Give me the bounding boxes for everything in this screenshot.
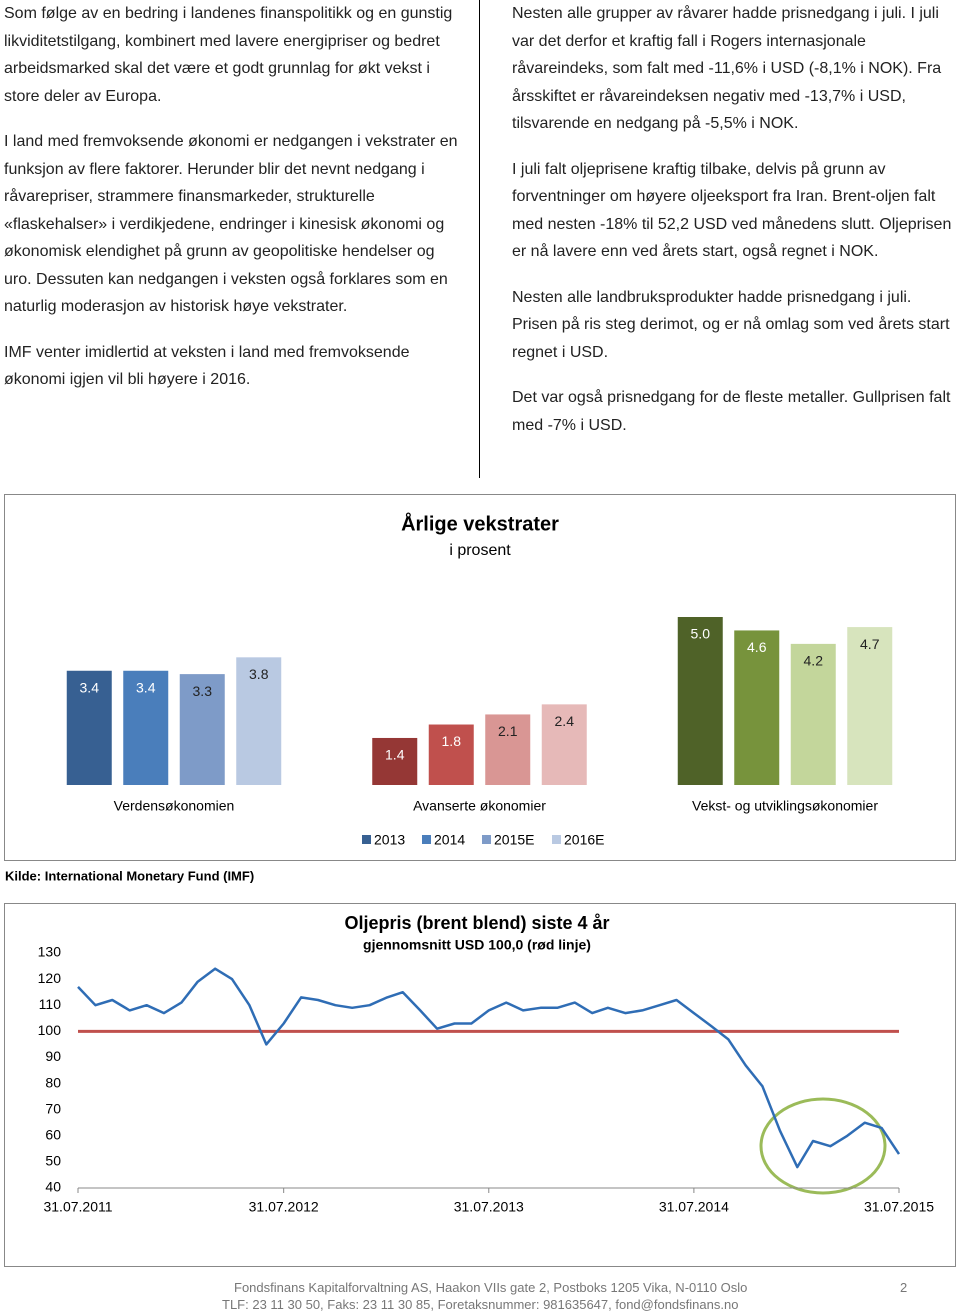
bar: [179, 674, 225, 785]
category-label: Vekst- og utviklingsøkonomier: [692, 798, 878, 814]
legend-swatch: [422, 835, 431, 844]
bar: [372, 737, 418, 785]
y-tick-label: 130: [38, 944, 62, 960]
y-tick-label: 100: [38, 1022, 62, 1038]
footer-line: TLF: 23 11 30 50, Faks: 23 11 30 85, For…: [222, 1297, 739, 1312]
value-label: 2.4: [555, 713, 575, 729]
y-tick-label: 70: [45, 1100, 61, 1116]
bar: [66, 670, 112, 785]
highlight: [759, 1097, 887, 1195]
x-tick-label: 31.07.2011: [43, 1199, 112, 1215]
legend-label: 2015E: [494, 832, 534, 848]
value-label: 3.3: [193, 683, 213, 699]
bar: [428, 724, 474, 785]
legend-label: 2016E: [564, 832, 604, 848]
bar: [790, 643, 836, 785]
bar: [123, 670, 169, 785]
paragraph: I land med fremvoksende økonomi er nedga…: [4, 133, 458, 315]
category-label: Avanserte økonomier: [413, 798, 546, 814]
paragraph: IMF venter imidlertid at veksten i land …: [4, 343, 410, 389]
category-label: Verdensøkonomien: [114, 798, 235, 814]
source: Kilde: International Monetary Fund (IMF): [5, 868, 254, 883]
legend-swatch: [552, 835, 561, 844]
y-tick-label: 40: [45, 1179, 61, 1195]
bar: [541, 704, 587, 785]
y-tick-label: 80: [45, 1074, 61, 1090]
bar: [485, 714, 531, 785]
right-column: Nesten alle grupper av råvarer hadde pri…: [512, 0, 956, 457]
legend-swatch: [362, 835, 371, 844]
page-number: 2: [900, 1280, 908, 1295]
bar: [236, 657, 282, 785]
data-line: [77, 967, 901, 1169]
legend-label: 2013: [374, 832, 405, 848]
y-tick-label: 110: [39, 996, 62, 1012]
divider: [479, 0, 480, 478]
value-label: 3.4: [136, 679, 156, 695]
value-label: 4.2: [804, 653, 824, 669]
paragraph: I juli falt oljeprisene kraftig tilbake,…: [512, 160, 952, 261]
bar: [677, 617, 723, 785]
value-label: 3.8: [249, 666, 269, 682]
chart-subtitle: gjennomsnitt USD 100,0 (rød linje): [363, 937, 591, 953]
paragraph: Som følge av en bedring i landenes finan…: [4, 5, 453, 105]
chart-subtitle: i prosent: [449, 542, 511, 559]
value-label: 4.7: [860, 636, 880, 652]
bar: [734, 630, 780, 785]
y-tick-label: 90: [45, 1048, 61, 1064]
paragraph: Nesten alle grupper av råvarer hadde pri…: [512, 5, 942, 132]
value-label: 1.8: [442, 733, 462, 749]
value-label: 5.0: [691, 626, 711, 642]
chart-frame: [4, 903, 956, 1267]
legend-swatch: [482, 835, 491, 844]
value-label: 4.6: [747, 639, 767, 655]
value-label: 3.4: [80, 679, 100, 695]
chart-title: Oljepris (brent blend) siste 4 år: [344, 913, 609, 933]
paragraph: Det var også prisnedgang for de fleste m…: [512, 389, 951, 434]
paragraph: Nesten alle landbruksprodukter hadde pri…: [512, 288, 950, 361]
chart-frame: [4, 494, 956, 861]
left-column: Som følge av en bedring i landenes finan…: [4, 0, 464, 412]
x-tick-label: 31.07.2013: [454, 1199, 524, 1215]
legend-label: 2014: [434, 832, 465, 848]
x-tick-label: 31.07.2012: [249, 1199, 319, 1215]
value-label: 2.1: [498, 723, 518, 739]
x-tick-label: 31.07.2014: [659, 1199, 729, 1215]
bar: [847, 627, 893, 785]
y-tick-label: 60: [45, 1126, 61, 1142]
chart-title: Årlige vekstrater: [401, 511, 559, 535]
x-tick-label: 31.07.2015: [864, 1199, 934, 1215]
footer-line: Fondsfinans Kapitalforvaltning AS, Haako…: [234, 1280, 748, 1295]
y-tick-label: 50: [45, 1153, 61, 1169]
y-tick-label: 120: [38, 970, 62, 986]
value-label: 1.4: [385, 747, 405, 763]
